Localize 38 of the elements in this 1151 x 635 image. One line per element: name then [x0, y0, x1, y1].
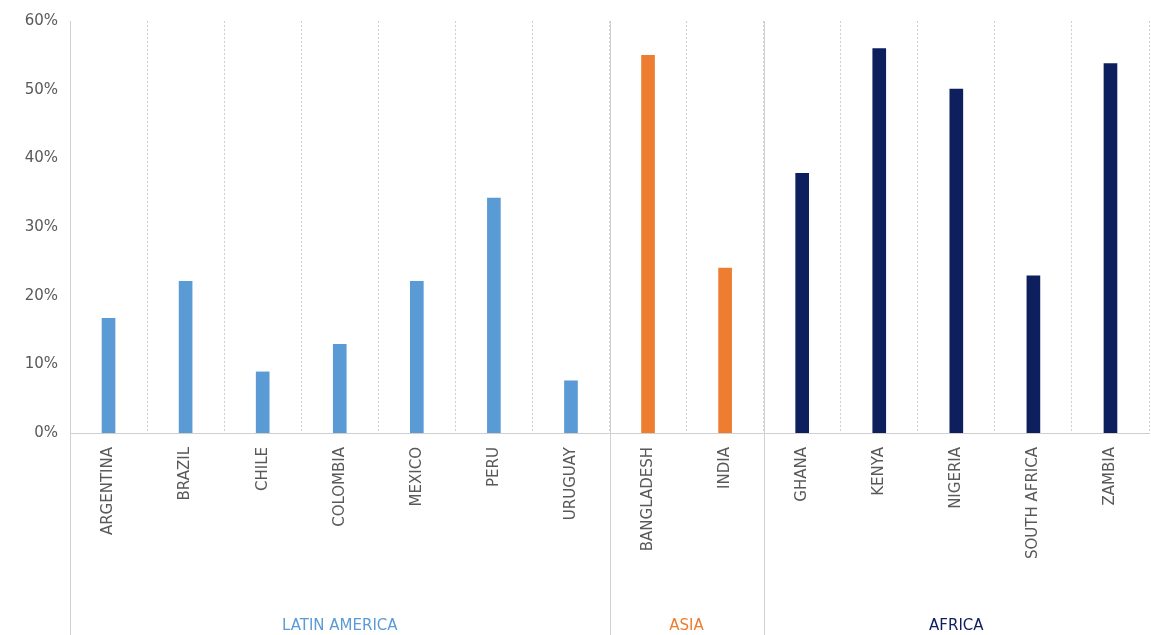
x-tick-label: SOUTH AFRICA — [1023, 446, 1042, 559]
y-tick-label: 50% — [24, 79, 58, 98]
x-tick-label: ARGENTINA — [98, 446, 117, 536]
text: LATIN AMERICA — [281, 616, 399, 635]
x-tick-label: MEXICO — [406, 447, 425, 507]
bar — [332, 344, 347, 433]
bar — [564, 380, 578, 433]
x-tick-label: PERU — [483, 447, 502, 487]
bar — [641, 55, 655, 433]
y-tick-label: 30% — [24, 216, 58, 235]
bar — [718, 267, 732, 433]
y-tick-label: 20% — [24, 285, 58, 304]
x-tick-label: GHANA — [792, 446, 811, 502]
text: ASIA — [669, 616, 705, 635]
x-tick-label: ZAMBIA — [1100, 446, 1119, 506]
x-tick-label: INDIA — [715, 446, 733, 489]
x-tick-label: BRAZIL — [175, 446, 194, 501]
bar — [1026, 275, 1041, 433]
x-tick-label: CHILE — [252, 447, 271, 492]
bar — [101, 318, 116, 433]
y-tick-label: 0% — [34, 422, 58, 441]
bar — [487, 197, 501, 433]
bar — [795, 173, 810, 433]
x-tick-label: BANGLADESH — [637, 447, 656, 552]
bar — [872, 48, 887, 433]
x-tick-label: KENYA — [869, 446, 888, 496]
bar — [949, 88, 964, 433]
x-tick-label: COLOMBIA — [329, 446, 348, 527]
y-tick-label: 40% — [24, 148, 58, 167]
text: AFRICA — [929, 616, 985, 635]
bar — [1103, 63, 1118, 433]
y-tick-label: 60% — [24, 10, 58, 29]
bar — [178, 280, 193, 433]
x-tick-label: URUGUAY — [560, 446, 579, 521]
x-tick-label: NIGERIA — [946, 446, 965, 509]
y-tick-label: 10% — [24, 354, 58, 373]
bar — [409, 280, 424, 433]
bar — [255, 371, 270, 433]
